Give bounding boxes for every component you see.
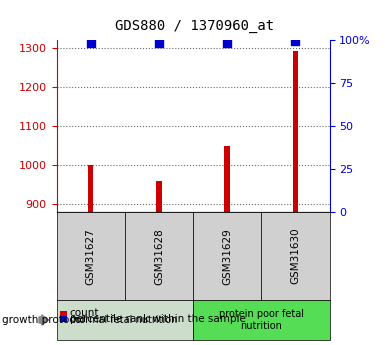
Point (156, 40, 162, 46)
Text: GSM31627: GSM31627 (86, 228, 96, 285)
Text: protein poor fetal
nutrition: protein poor fetal nutrition (219, 309, 304, 331)
Text: GSM31630: GSM31630 (291, 228, 300, 285)
Text: GDS880 / 1370960_at: GDS880 / 1370960_at (115, 19, 275, 33)
Text: count: count (70, 308, 99, 318)
Text: GSM31629: GSM31629 (222, 228, 232, 285)
Bar (292, 51, 298, 212)
Bar (88, 165, 93, 212)
Point (292, 39, 299, 44)
Bar (225, 146, 230, 212)
Text: percentile rank within the sample: percentile rank within the sample (70, 314, 246, 324)
Point (224, 40, 230, 46)
Text: normal fetal nutrition: normal fetal nutrition (73, 315, 177, 325)
Bar (156, 181, 161, 212)
Text: growth protocol: growth protocol (2, 315, 84, 325)
Point (87, 40, 94, 46)
Text: GSM31628: GSM31628 (154, 228, 164, 285)
